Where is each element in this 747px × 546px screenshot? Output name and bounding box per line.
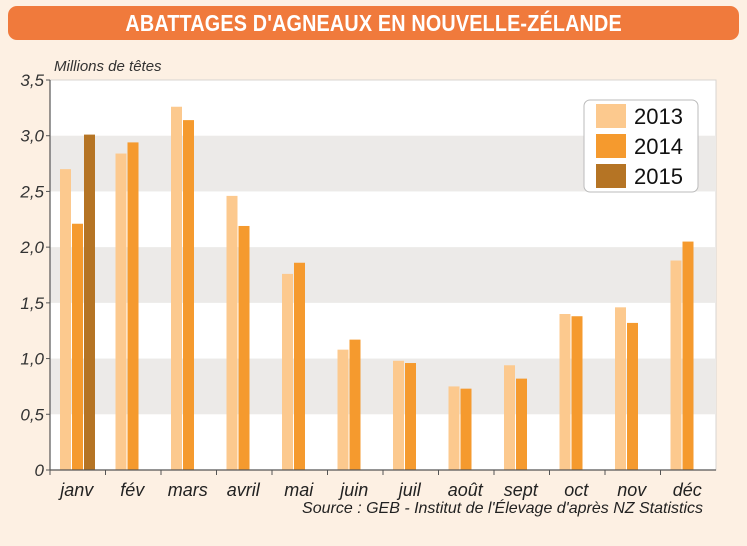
bar-2014-juin [349, 339, 361, 470]
y-tick-label: 1,5 [20, 294, 44, 313]
legend-swatch-2015 [596, 164, 626, 188]
bar-2015-janv [84, 134, 95, 470]
bar-2014-déc [682, 241, 694, 470]
legend-label-2013: 2013 [634, 104, 683, 129]
legend: 2013 2014 2015 [583, 99, 699, 193]
y-tick-label: 0 [35, 461, 45, 480]
bar-2014-nov [627, 322, 638, 470]
x-axis-labels: janv fév mars avril mai juin juil août sept oct no… [49, 470, 702, 500]
legend-label-2015: 2015 [634, 164, 683, 189]
bar-2013-fév [115, 153, 127, 471]
bar-2014-juil [405, 363, 416, 470]
bar-2014-mars [183, 120, 194, 470]
x-tick-label: juin [337, 480, 368, 500]
bar-2013-oct [559, 314, 571, 470]
bar-2013-avril [226, 195, 238, 470]
x-tick-label: août [448, 480, 484, 500]
bar-2013-juin [337, 349, 349, 470]
x-tick-label: janv [57, 480, 94, 500]
y-tick-label: 3,0 [20, 127, 44, 146]
y-tick-label: 1,0 [20, 350, 44, 369]
bar-2013-sept [504, 365, 515, 470]
legend-swatch-2013 [596, 104, 626, 128]
bar-2014-oct [571, 316, 583, 470]
bar-series [60, 106, 694, 471]
source-note: Source : GEB - Institut de l'Élevage d'a… [302, 500, 703, 517]
x-tick-label: avril [227, 480, 261, 500]
y-axis-ticks: 0 0,5 1,0 1,5 2,0 2,5 3,0 3,5 [19, 71, 50, 480]
x-tick-label: sept [504, 480, 539, 500]
y-tick-label: 2,0 [19, 238, 44, 257]
bar-2014-août [460, 388, 472, 470]
bar-2013-juil [393, 360, 404, 470]
x-tick-label: mars [168, 480, 208, 500]
bar-2013-déc [670, 260, 682, 470]
x-tick-label: fév [120, 480, 145, 500]
y-tick-label: 0,5 [20, 405, 44, 424]
x-tick-label: juil [396, 480, 422, 500]
y-tick-label: 3,5 [20, 71, 44, 90]
grid-band [50, 247, 716, 303]
grid-band [50, 358, 716, 415]
y-tick-label: 2,5 [19, 182, 44, 201]
bar-2013-janv [60, 169, 71, 470]
bar-2014-mai [294, 262, 305, 470]
bar-2014-avril [238, 225, 250, 470]
legend-label-2014: 2014 [634, 134, 683, 159]
bar-2014-janv [72, 223, 83, 470]
bar-2014-sept [516, 378, 527, 470]
x-tick-label: oct [564, 480, 589, 500]
bar-2013-nov [615, 307, 626, 470]
chart-title: ABATTAGES D'AGNEAUX EN NOUVELLE-ZÉLANDE [125, 9, 622, 36]
y-axis-label: Millions de têtes [54, 58, 162, 75]
x-tick-label: nov [617, 480, 647, 500]
grid-bands [50, 135, 716, 415]
bar-2014-fév [127, 142, 139, 470]
x-tick-label: mai [284, 480, 314, 500]
title-banner: ABATTAGES D'AGNEAUX EN NOUVELLE-ZÉLANDE [8, 6, 739, 40]
bar-2013-mai [282, 273, 293, 470]
bar-2013-août [448, 386, 460, 470]
x-tick-label: déc [673, 480, 702, 500]
legend-swatch-2014 [596, 134, 626, 158]
bar-2013-mars [171, 106, 182, 470]
